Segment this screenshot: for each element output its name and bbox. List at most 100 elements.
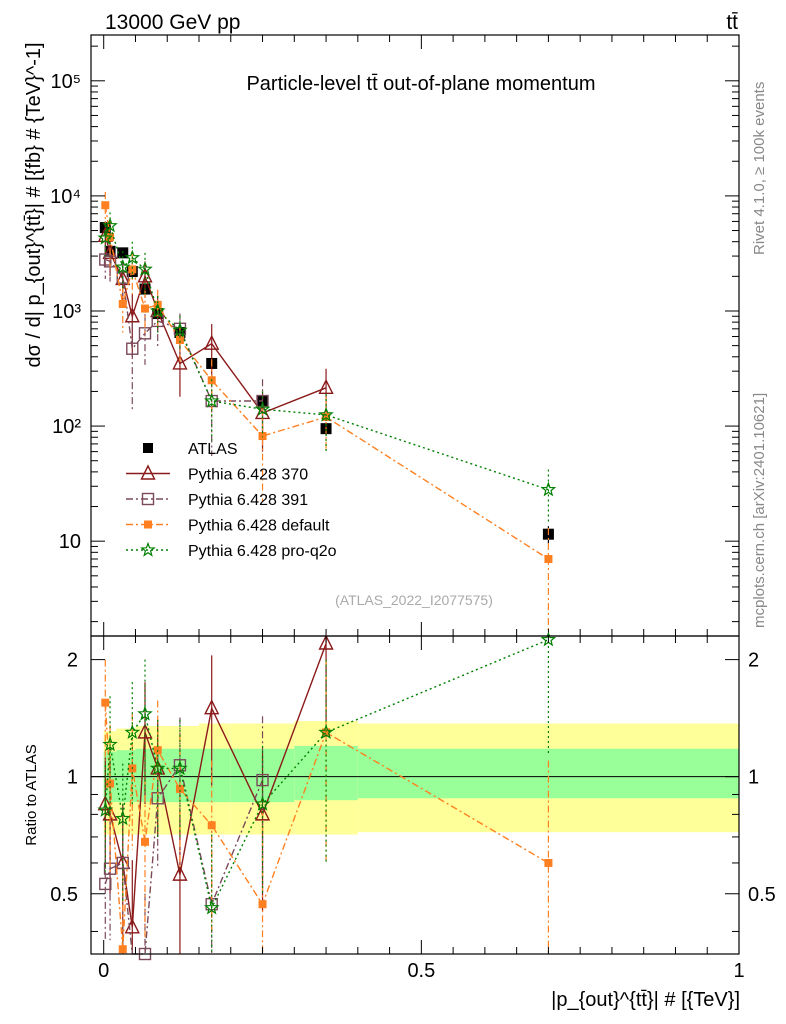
legend: ATLAS Pythia 6.428 370 Pythia 6.428 391 Pyt… xyxy=(126,441,337,560)
main-point xyxy=(204,334,220,350)
legend-label: Pythia 6.428 pro-q2o xyxy=(188,543,337,560)
ratio-point xyxy=(204,699,220,715)
ratio-point xyxy=(203,899,220,915)
ratio-point xyxy=(99,877,112,891)
main-point xyxy=(137,267,153,283)
side-label-bottom: mcplots.cern.ch [arXiv:2401.10621] xyxy=(751,393,768,628)
ratio-y-tick-label-left: 1 xyxy=(67,767,78,789)
legend-label: Pythia 6.428 391 xyxy=(188,492,308,509)
ratio-frame xyxy=(90,635,740,955)
ratio-y-tick-label-left: 0.5 xyxy=(50,884,78,906)
ratio-point xyxy=(172,760,188,776)
ratio-series-layer xyxy=(97,631,557,961)
main-point xyxy=(128,265,137,274)
ratio-point xyxy=(318,724,334,739)
main-y-tick-label: 10³ xyxy=(52,301,81,323)
main-point xyxy=(126,342,139,355)
ratio-x-tick-label: 1 xyxy=(733,960,744,982)
ratio-point xyxy=(101,698,110,707)
main-point xyxy=(318,378,334,395)
ratio-axis-ticks: 0.5 0.5 1 1 2 2 0 0.5 1 xyxy=(50,636,776,982)
legend-marker xyxy=(143,443,153,453)
ratio-panel: 0.5 0.5 1 1 2 2 0 0.5 1 Ratio to ATLAS |p_{out}^… xyxy=(23,631,776,1011)
ratio-series-line xyxy=(104,643,327,928)
chart-title: Particle-level tt̄ out-of-plane momentum xyxy=(246,73,595,95)
main-point xyxy=(99,253,112,266)
ratio-point xyxy=(172,865,188,881)
ratio-point xyxy=(118,945,127,954)
inner-band xyxy=(357,748,739,799)
ratio-point xyxy=(137,705,153,721)
ratio-point xyxy=(97,801,114,817)
ratio-series-3 xyxy=(97,631,557,954)
ratio-point xyxy=(116,856,129,870)
analysis-watermark: (ATLAS_2022_I2077575) xyxy=(335,592,493,608)
main-point xyxy=(322,412,331,421)
ratio-series-line xyxy=(104,763,264,955)
main-point xyxy=(540,481,557,497)
legend-marker xyxy=(144,520,152,529)
main-point xyxy=(203,392,220,408)
inner-band xyxy=(199,748,231,803)
ratio-point xyxy=(124,724,141,739)
main-y-ticks: 10 10² 10³ 10⁴ 10⁵ xyxy=(50,35,740,636)
ratio-point xyxy=(106,779,115,788)
ratio-uncertainty-bands xyxy=(91,721,739,835)
ratio-point xyxy=(149,760,166,776)
main-point xyxy=(258,431,267,440)
ratio-x-tick-label: 0 xyxy=(98,960,109,982)
ratio-point xyxy=(137,723,153,739)
ratio-series-line xyxy=(104,639,549,910)
main-point xyxy=(544,555,553,564)
main-series-layer xyxy=(97,192,557,636)
ratio-y-axis-label: Ratio to ATLAS xyxy=(23,744,40,845)
ratio-x-tick-label: 0.5 xyxy=(407,960,435,982)
main-series-3 xyxy=(101,192,553,636)
main-point xyxy=(318,406,334,422)
main-point xyxy=(124,307,140,323)
ratio-point xyxy=(322,728,331,737)
legend-label: Pythia 6.428 370 xyxy=(188,467,308,484)
main-point xyxy=(124,249,141,265)
legend-label: ATLAS xyxy=(188,441,238,458)
energy-label: 13000 GeV pp xyxy=(105,11,240,34)
main-point xyxy=(102,217,118,233)
ratio-point xyxy=(256,773,269,787)
ratio-point xyxy=(141,837,149,846)
main-y-tick-label: 10⁵ xyxy=(50,71,81,93)
main-series-line xyxy=(104,235,327,414)
legend-marker xyxy=(141,492,155,506)
ratio-point xyxy=(254,805,271,821)
main-point xyxy=(114,258,131,274)
ratio-y-tick-label-right: 0.5 xyxy=(748,884,776,906)
main-point xyxy=(172,322,188,337)
main-point xyxy=(254,401,271,416)
process-label: tt̄ xyxy=(726,11,738,34)
main-point xyxy=(138,327,152,340)
main-y-tick-label: 10² xyxy=(52,416,81,438)
ratio-point xyxy=(544,858,553,867)
ratio-point xyxy=(175,784,184,793)
main-point xyxy=(149,302,166,318)
main-y-tick-label: 10⁴ xyxy=(50,186,81,208)
ratio-point xyxy=(254,795,271,811)
main-point xyxy=(172,354,188,370)
ratio-y-tick-label-left: 2 xyxy=(67,650,78,672)
main-y-axis-label: dσ / d| p_{out}^{tt̄}| # [{fb} # {TeV}^-… xyxy=(23,42,45,367)
ratio-point xyxy=(102,736,118,752)
ratio-y-tick-label-right: 1 xyxy=(748,767,759,789)
ratio-point xyxy=(318,634,334,650)
legend-label: Pythia 6.428 default xyxy=(188,518,330,535)
main-series-line xyxy=(104,223,549,491)
x-axis-label: |p_{out}^{tt̄}| # [{TeV}] xyxy=(551,989,740,1011)
ratio-y-tick-label-right: 2 xyxy=(748,650,759,672)
main-point xyxy=(97,229,114,245)
ratio-point xyxy=(258,900,267,909)
main-point xyxy=(115,269,131,286)
legend-marker xyxy=(140,464,156,480)
main-point xyxy=(137,261,153,276)
legend-marker xyxy=(140,541,156,557)
ratio-point xyxy=(207,821,216,830)
ratio-point xyxy=(114,810,131,826)
